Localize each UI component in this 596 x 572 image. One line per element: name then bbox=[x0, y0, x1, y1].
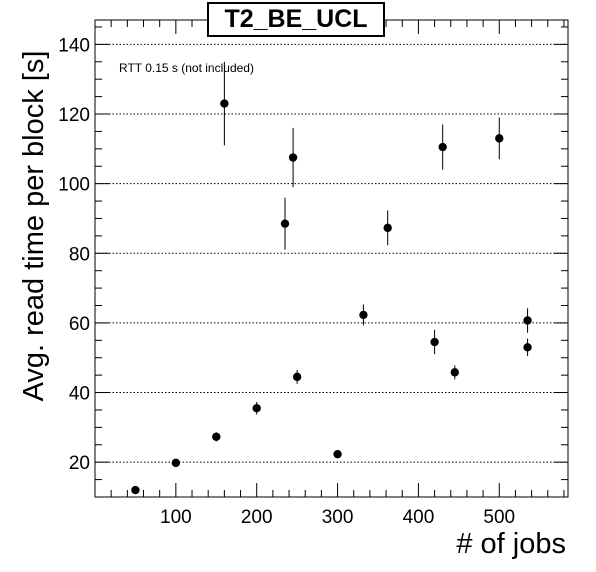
data-marker bbox=[495, 134, 504, 143]
x-tick-label: 500 bbox=[483, 507, 515, 528]
data-marker bbox=[292, 372, 302, 382]
data-point bbox=[252, 401, 261, 415]
axes bbox=[94, 19, 569, 498]
data-marker bbox=[280, 219, 290, 228]
x-tick-label: 100 bbox=[160, 507, 192, 528]
x-tick-label: 400 bbox=[403, 507, 435, 528]
x-tick-label: 300 bbox=[322, 507, 354, 528]
y-tick-label: 100 bbox=[58, 175, 90, 196]
data-marker bbox=[131, 485, 140, 495]
data-marker bbox=[212, 432, 221, 441]
data-point bbox=[280, 197, 290, 250]
data-point bbox=[359, 304, 368, 326]
data-marker bbox=[523, 316, 532, 325]
y-tick-label: 120 bbox=[58, 105, 90, 126]
data-marker bbox=[450, 368, 460, 377]
data-marker bbox=[252, 404, 261, 413]
data-point bbox=[523, 308, 532, 333]
grid-lines bbox=[95, 43, 568, 463]
chart-annotation: RTT 0.15 s (not included) bbox=[119, 61, 254, 75]
data-point bbox=[292, 369, 302, 384]
data-marker bbox=[171, 458, 181, 468]
data-point bbox=[495, 117, 504, 160]
data-point bbox=[288, 127, 298, 188]
data-marker bbox=[288, 153, 298, 162]
data-point bbox=[171, 458, 181, 468]
plot-frame bbox=[94, 19, 569, 498]
x-tick-label: 200 bbox=[241, 507, 273, 528]
data-point bbox=[131, 485, 140, 495]
data-marker bbox=[333, 449, 342, 459]
data-point bbox=[333, 449, 342, 459]
data-point bbox=[450, 365, 460, 380]
data-marker bbox=[438, 142, 447, 152]
data-marker bbox=[430, 337, 439, 347]
tick-marks bbox=[95, 20, 568, 498]
y-tick-label: 40 bbox=[69, 384, 90, 405]
tick-labels: 20 40 60 80 100 120 140 100 200 300 400 500 bbox=[58, 35, 515, 528]
data-points bbox=[131, 61, 532, 495]
chart-title-box: T2_BE_UCL bbox=[207, 2, 385, 37]
y-tick-label: 60 bbox=[69, 314, 90, 335]
data-point bbox=[430, 329, 439, 355]
data-point bbox=[523, 338, 532, 356]
y-tick-label: 20 bbox=[69, 453, 90, 474]
y-tick-label: 80 bbox=[69, 244, 90, 265]
data-marker bbox=[523, 343, 532, 352]
y-tick-label: 140 bbox=[58, 35, 90, 56]
data-point bbox=[220, 61, 229, 146]
data-point bbox=[212, 432, 221, 442]
data-marker bbox=[383, 223, 392, 233]
data-marker bbox=[359, 310, 368, 320]
chart-title: T2_BE_UCL bbox=[224, 5, 368, 33]
x-axis-label: # of jobs bbox=[456, 528, 566, 560]
data-point bbox=[383, 210, 392, 246]
data-point bbox=[438, 124, 447, 170]
data-marker bbox=[220, 99, 229, 108]
y-axis-label: Avg. read time per block [s] bbox=[18, 50, 50, 402]
